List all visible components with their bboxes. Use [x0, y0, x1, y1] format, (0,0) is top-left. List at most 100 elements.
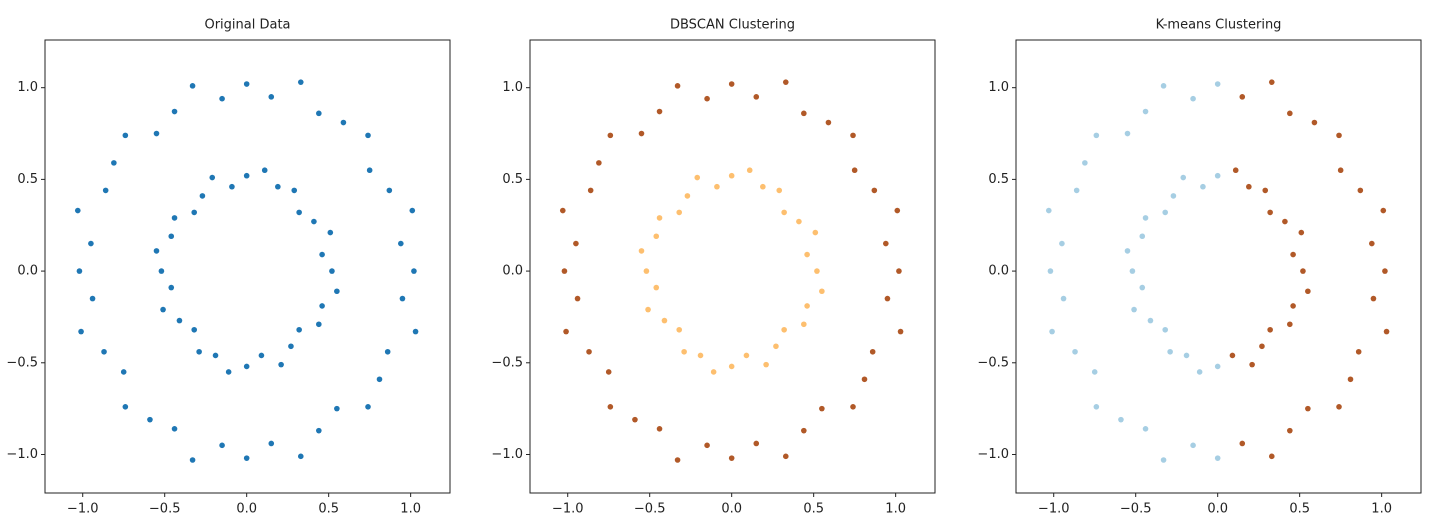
point [661, 317, 668, 324]
point [101, 348, 107, 355]
y-tick-label: −1.0 [491, 447, 523, 462]
point [122, 132, 129, 139]
point [884, 295, 891, 302]
point [1045, 207, 1052, 214]
point [851, 167, 858, 174]
point [176, 317, 183, 324]
point [268, 94, 275, 100]
point [801, 427, 807, 434]
point [871, 187, 878, 194]
point [1093, 404, 1100, 410]
point [153, 248, 160, 254]
point [1196, 369, 1203, 375]
point [781, 209, 787, 216]
y-tick-label: 0.5 [988, 172, 1009, 187]
point [209, 174, 216, 181]
point [1093, 132, 1100, 139]
point [1073, 187, 1080, 194]
x-tick-label: 0.5 [318, 502, 339, 517]
point [319, 251, 325, 258]
point [587, 187, 594, 194]
point [102, 187, 109, 194]
point [111, 160, 117, 166]
point [704, 442, 710, 449]
point [753, 440, 760, 447]
point [1380, 207, 1387, 214]
point [743, 352, 750, 359]
point [319, 303, 325, 309]
point [1370, 295, 1377, 302]
point [676, 209, 683, 216]
point [171, 215, 178, 221]
point [1072, 348, 1078, 355]
point [573, 240, 579, 247]
point [171, 108, 178, 115]
point [334, 405, 340, 412]
y-tick-label: −0.5 [977, 355, 1009, 370]
x-tick-label: −0.5 [149, 502, 181, 517]
point [411, 268, 417, 274]
point [1311, 119, 1318, 126]
plot-frame [44, 39, 451, 494]
y-tick-label: 0.0 [988, 264, 1009, 279]
point [1355, 348, 1362, 355]
point [801, 110, 807, 117]
point [1382, 268, 1388, 274]
point [559, 207, 566, 214]
point [384, 348, 391, 355]
point [1300, 268, 1306, 274]
point [653, 284, 660, 291]
point [760, 183, 766, 190]
point [763, 361, 769, 368]
point [1262, 187, 1269, 194]
point [656, 108, 663, 115]
point [386, 187, 393, 194]
point [1060, 295, 1067, 302]
point [311, 218, 317, 225]
point [168, 233, 175, 240]
point [196, 348, 202, 355]
point [1214, 172, 1221, 179]
point [366, 167, 373, 174]
point [850, 404, 856, 410]
y-tick-label: 0.0 [502, 264, 523, 279]
point [638, 130, 645, 137]
chart-title: DBSCAN Clustering [670, 18, 795, 33]
y-tick-label: −0.5 [6, 355, 38, 370]
x-tick-label: 0.5 [1289, 502, 1310, 517]
point [89, 295, 96, 302]
x-tick-label: 0.5 [803, 502, 824, 517]
point [258, 352, 265, 359]
x-tick-label: −1.0 [1038, 502, 1070, 517]
point [605, 369, 612, 375]
point [812, 229, 819, 236]
point [574, 295, 581, 302]
point [897, 328, 904, 335]
point [1190, 95, 1196, 102]
point [1232, 167, 1239, 174]
point [1183, 352, 1190, 359]
point [261, 167, 268, 174]
point [710, 369, 717, 375]
y-tick-label: 0.0 [17, 264, 38, 279]
point [704, 95, 710, 102]
x-tick-label: 1.0 [1371, 502, 1392, 517]
point [296, 326, 302, 333]
point [728, 455, 735, 461]
point [1369, 240, 1375, 247]
point [212, 352, 219, 359]
point [120, 369, 127, 375]
point [88, 240, 94, 247]
point [697, 352, 704, 359]
point [219, 95, 225, 102]
point [398, 240, 404, 247]
point [1305, 288, 1311, 295]
point [412, 328, 419, 335]
point [894, 207, 901, 214]
point [329, 268, 335, 274]
point [1336, 404, 1342, 410]
point [1290, 251, 1296, 258]
point [825, 119, 832, 126]
point [1091, 369, 1098, 375]
point [1383, 328, 1390, 335]
